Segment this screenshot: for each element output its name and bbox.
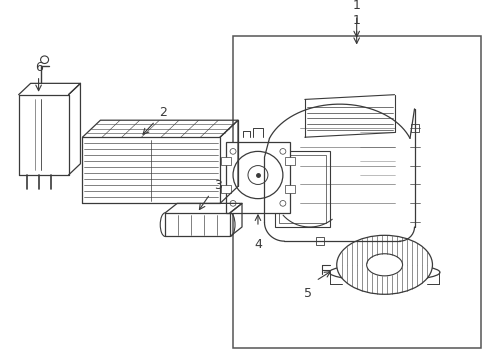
Text: 4: 4	[253, 238, 262, 251]
Bar	[233, 36, 480, 348]
Bar	[274, 152, 329, 227]
Text: 1: 1	[352, 0, 360, 13]
Ellipse shape	[366, 254, 402, 276]
Circle shape	[247, 166, 267, 184]
Bar	[285, 185, 294, 193]
Circle shape	[229, 149, 236, 154]
Ellipse shape	[328, 264, 439, 281]
Bar	[410, 124, 418, 131]
Circle shape	[279, 201, 285, 206]
Text: 2: 2	[159, 106, 167, 119]
Text: 5: 5	[303, 288, 311, 301]
Bar	[221, 157, 230, 165]
Bar	[260, 204, 268, 212]
Bar	[278, 155, 325, 223]
Text: 3: 3	[214, 179, 222, 192]
Text: 1: 1	[352, 14, 360, 27]
Text: 6: 6	[35, 61, 42, 74]
Circle shape	[279, 149, 285, 154]
Bar	[225, 142, 289, 213]
Bar	[315, 237, 323, 245]
Bar	[221, 185, 230, 193]
Circle shape	[233, 152, 283, 199]
Circle shape	[229, 201, 236, 206]
Ellipse shape	[336, 235, 431, 294]
Bar	[285, 157, 294, 165]
